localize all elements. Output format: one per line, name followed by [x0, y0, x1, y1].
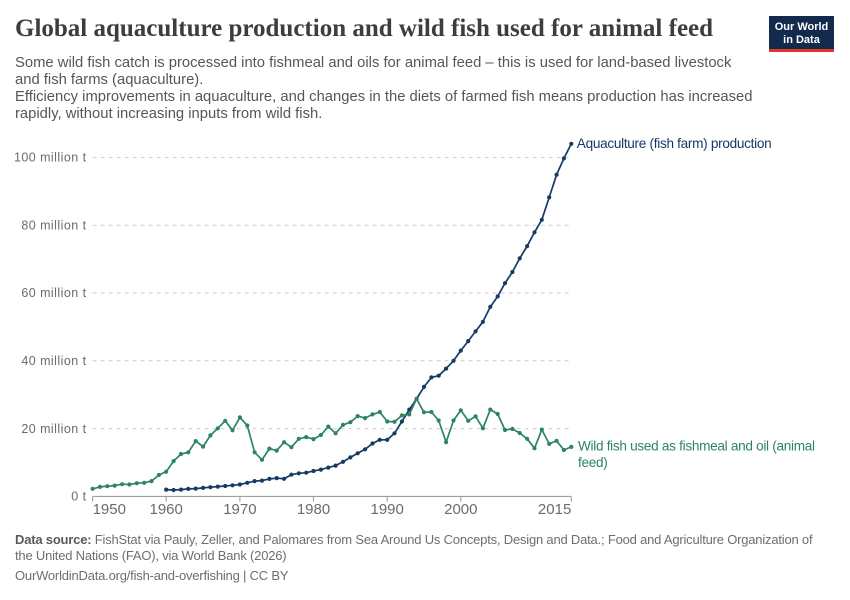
svg-text:100 million t: 100 million t — [14, 151, 87, 165]
svg-text:2000: 2000 — [444, 501, 477, 518]
svg-text:1970: 1970 — [223, 501, 256, 518]
svg-text:1990: 1990 — [371, 501, 404, 518]
svg-text:feed): feed) — [578, 455, 607, 470]
svg-text:2015: 2015 — [538, 501, 571, 518]
svg-text:Wild fish used as fishmeal and: Wild fish used as fishmeal and oil (anim… — [578, 439, 815, 454]
svg-text:0 t: 0 t — [71, 490, 86, 504]
svg-text:1980: 1980 — [297, 501, 330, 518]
svg-text:20 million t: 20 million t — [21, 422, 86, 436]
svg-text:Aquaculture (fish farm) produc: Aquaculture (fish farm) production — [577, 136, 772, 151]
svg-text:1960: 1960 — [150, 501, 183, 518]
svg-text:80 million t: 80 million t — [21, 218, 86, 232]
svg-text:60 million t: 60 million t — [21, 286, 86, 300]
svg-text:40 million t: 40 million t — [21, 354, 86, 368]
svg-text:1950: 1950 — [93, 501, 126, 518]
